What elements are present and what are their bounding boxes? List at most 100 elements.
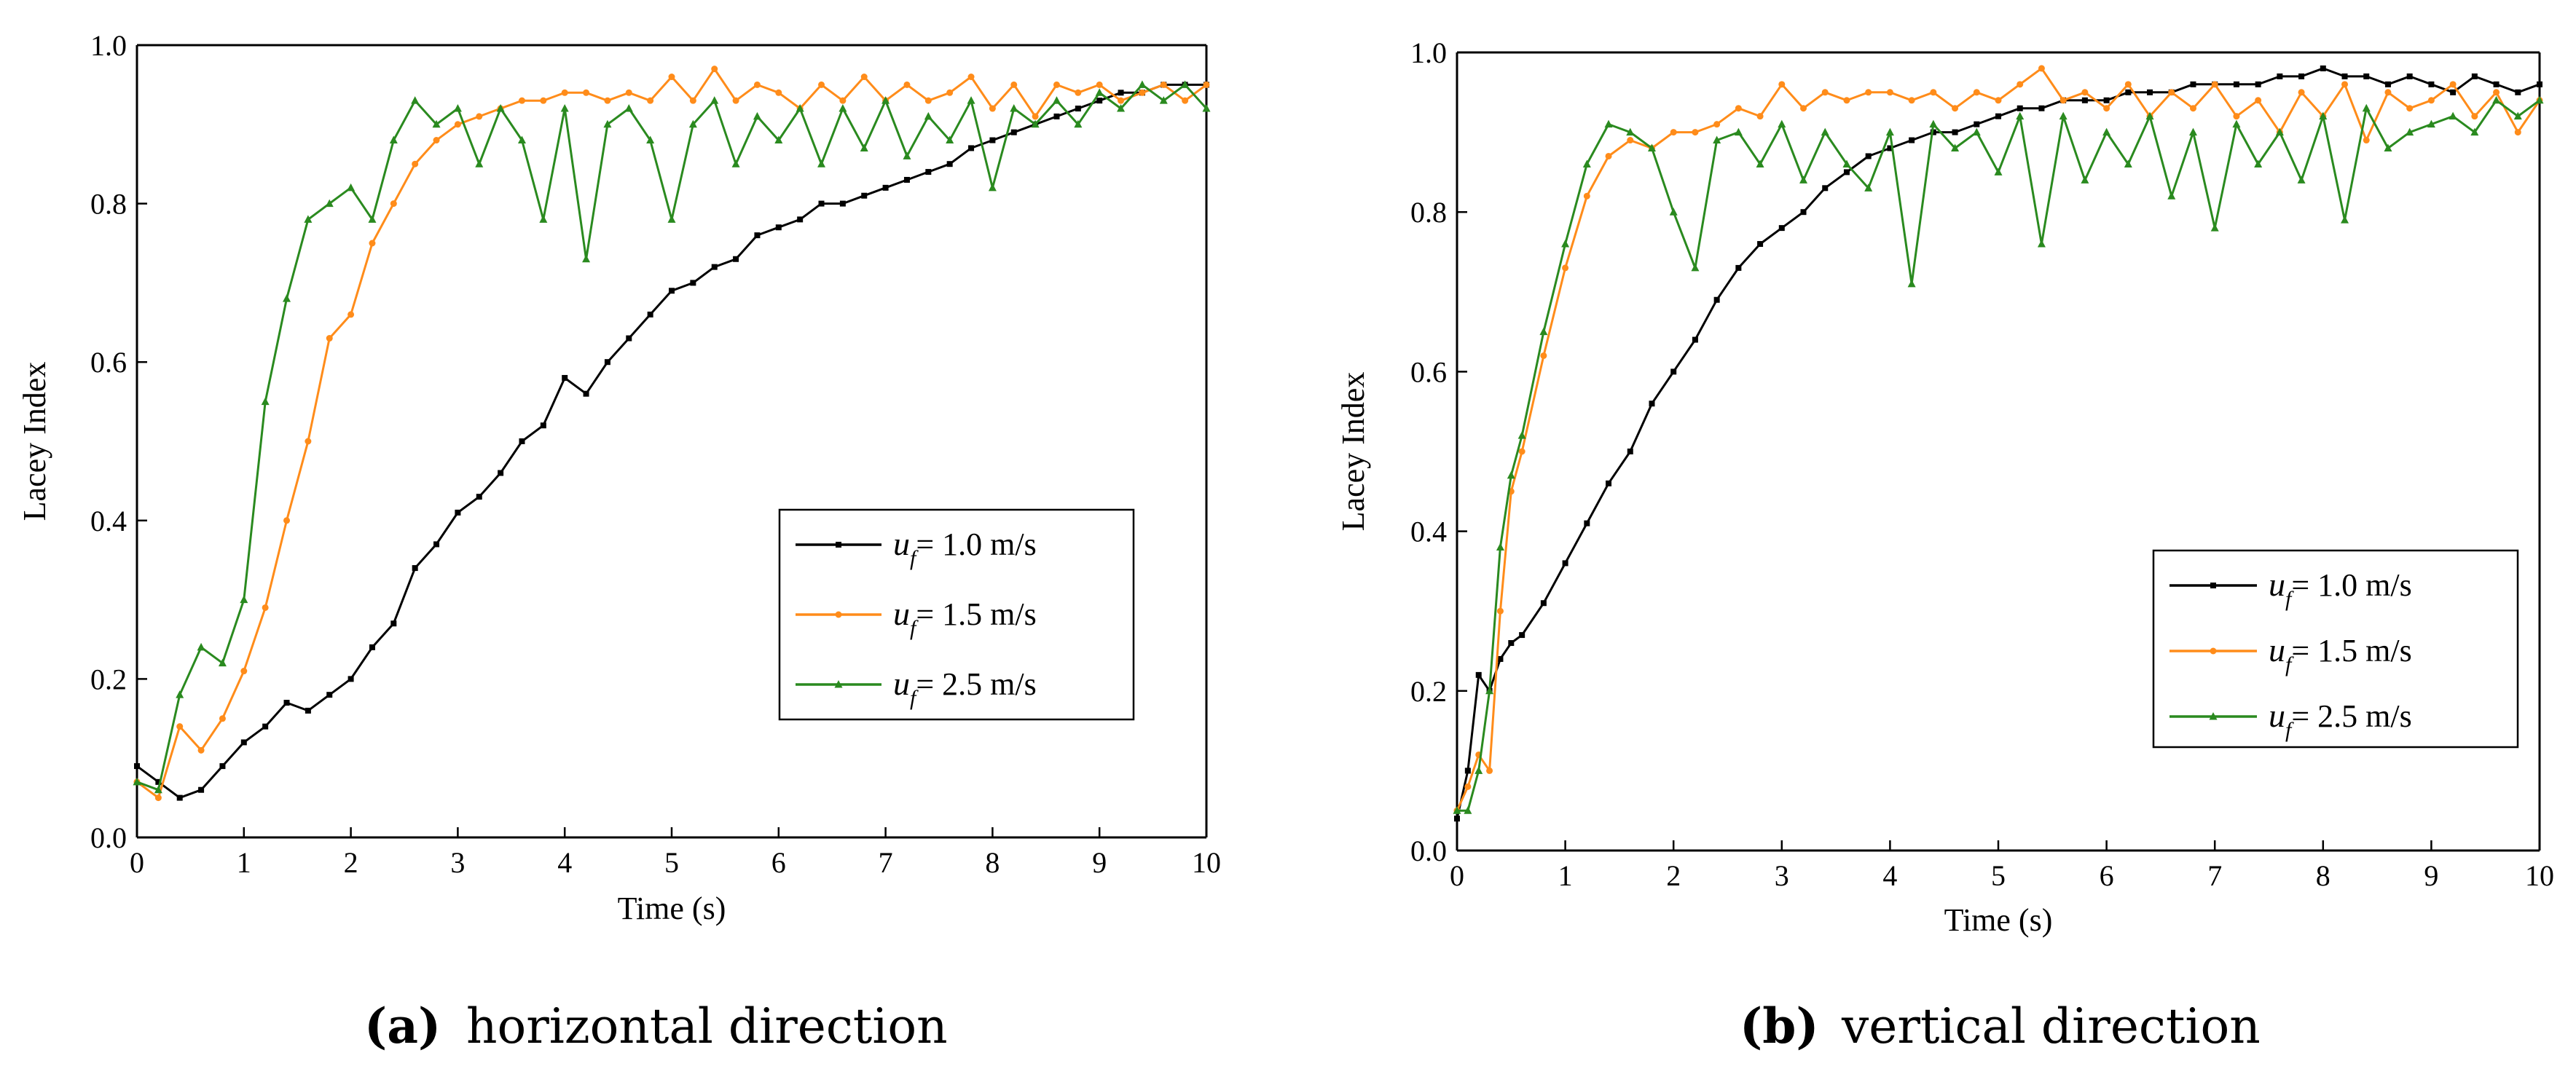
data-point [326, 335, 333, 342]
legend-entry: uf= 1.5 m/s [2169, 631, 2412, 676]
chart-panel-vertical: 0 1 2 3 4 5 6 7 8 9 100.00.20.40.60.81.0 Time (s) … [1335, 36, 2554, 1054]
data-point [2233, 113, 2240, 120]
data-point [2017, 81, 2024, 88]
data-point [2277, 73, 2283, 79]
data-point [1074, 119, 1083, 128]
data-point [1497, 655, 1504, 662]
data-point [1692, 336, 1698, 343]
data-point [1032, 113, 1039, 120]
data-point [881, 96, 890, 104]
data-point [1974, 121, 1980, 127]
data-point [1496, 607, 1504, 615]
series-line [1457, 99, 2540, 812]
legend-marker [835, 611, 842, 618]
data-point [1486, 767, 1493, 774]
data-point [176, 690, 184, 698]
data-point [540, 97, 547, 104]
data-point [1995, 113, 2001, 119]
data-point [1485, 686, 1494, 695]
data-point [1670, 368, 1677, 375]
data-point [1138, 80, 1147, 88]
data-point [903, 81, 911, 88]
data-point [775, 89, 782, 96]
data-point [1713, 296, 1720, 303]
x-tick-label: 5 [1991, 859, 2006, 892]
y-tick-label: 0.4 [90, 505, 127, 537]
legend-label: uf= 2.5 m/s [2269, 697, 2412, 742]
data-point [262, 604, 269, 611]
data-point [1605, 152, 1612, 159]
data-point [2124, 159, 2132, 167]
data-point [304, 215, 313, 223]
legend-marker [2210, 647, 2217, 655]
data-point [347, 311, 355, 318]
data-point [133, 777, 141, 786]
data-point [262, 723, 269, 730]
data-point [1843, 169, 1850, 175]
legend-entry: uf= 2.5 m/s [796, 665, 1037, 710]
data-point [2125, 89, 2132, 95]
data-point [1118, 90, 1124, 96]
data-point [2147, 89, 2153, 95]
data-point [1474, 766, 1483, 774]
panel-caption: vertical direction [1841, 998, 2261, 1054]
x-tick-label: 9 [2424, 859, 2438, 892]
data-point [1010, 81, 1018, 88]
y-tick-label: 1.0 [1410, 36, 1447, 69]
x-tick-label: 0 [130, 846, 144, 879]
panel-label: (a) [364, 998, 441, 1054]
data-point [1139, 89, 1146, 96]
data-point [390, 620, 397, 627]
data-point [369, 644, 375, 650]
data-point [2232, 119, 2241, 128]
data-point [453, 104, 462, 112]
data-point [667, 215, 676, 223]
legend-label: uf= 2.5 m/s [893, 665, 1037, 710]
data-point [1887, 145, 1893, 151]
data-point [1864, 184, 1873, 192]
data-point [839, 97, 847, 104]
data-point [1778, 81, 1786, 88]
data-point [2535, 95, 2544, 104]
data-point [1453, 806, 1461, 814]
data-point [1909, 137, 1915, 143]
data-point [1010, 129, 1017, 135]
data-point [818, 81, 825, 88]
data-point [1181, 80, 1190, 88]
legend-marker [2209, 712, 2218, 720]
data-point [1583, 192, 1590, 200]
data-point [731, 159, 740, 167]
data-point [369, 240, 376, 247]
plot-area: 0 1 2 3 4 5 6 7 8 9 10 0.0 0.2 0.4 0.6 0.8 1.0 [90, 29, 1221, 879]
series-square [1454, 65, 2542, 822]
data-point [967, 74, 975, 81]
data-point [390, 200, 397, 208]
data-point [2189, 105, 2196, 112]
data-point [1010, 104, 1018, 112]
data-point [2320, 65, 2326, 71]
data-point [1951, 143, 1960, 152]
data-point [2038, 65, 2045, 72]
data-point [774, 135, 783, 144]
data-point [1865, 153, 1872, 159]
data-point [1713, 135, 1721, 144]
data-point [283, 700, 290, 706]
data-point [1691, 263, 1700, 272]
data-point [2341, 216, 2349, 224]
data-point [1930, 89, 1937, 96]
data-point [517, 135, 526, 144]
data-point [347, 183, 356, 192]
data-point [1203, 81, 1210, 88]
data-point [197, 746, 205, 754]
legend-symbol: u [2269, 566, 2285, 603]
legend: uf= 1.0 m/s uf= 1.5 m/s uf= 2.5 m/s [2152, 549, 2519, 749]
data-point [1508, 640, 1515, 647]
series-layer [1453, 65, 2544, 822]
data-point [668, 74, 675, 81]
data-point [1053, 113, 1060, 119]
data-point [2297, 175, 2306, 184]
data-point [325, 199, 334, 208]
x-axis-title: Time (s) [618, 891, 726, 926]
data-point [455, 509, 461, 516]
data-point [1692, 129, 1699, 136]
